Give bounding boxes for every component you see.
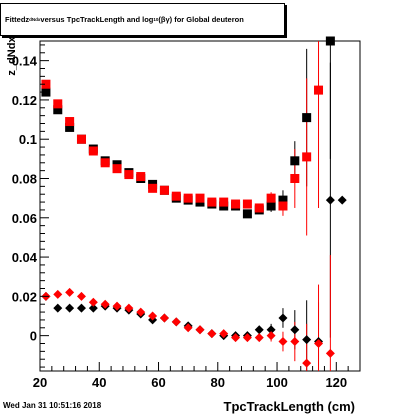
y-tick-label: 0.02 xyxy=(12,289,37,304)
data-point-square xyxy=(100,158,110,168)
data-point-square xyxy=(314,85,324,95)
data-point-square xyxy=(195,193,205,203)
data-point-square xyxy=(266,193,276,203)
data-point-diamond xyxy=(254,325,264,335)
data-point-diamond xyxy=(266,331,276,341)
data-point-square xyxy=(41,79,51,89)
data-point-diamond xyxy=(254,333,264,343)
data-point-square xyxy=(88,146,98,156)
data-point-diamond xyxy=(302,335,312,345)
data-point-square xyxy=(41,87,51,97)
y-tick-label: 0.06 xyxy=(12,211,37,226)
y-tick-label: 0.1 xyxy=(19,132,37,147)
data-point-square xyxy=(325,36,335,46)
y-tick-label: 0.12 xyxy=(12,93,37,108)
data-point-square xyxy=(53,99,63,109)
x-tick-label: 120 xyxy=(325,375,347,390)
title-part1: Fitted xyxy=(5,15,26,24)
title-z-sub: dNdx xyxy=(29,17,41,22)
x-tick-label: 20 xyxy=(33,375,47,390)
data-point-square xyxy=(136,172,146,182)
data-point-diamond xyxy=(53,303,63,313)
y-axis-label: z_dNdx xyxy=(6,36,18,76)
x-axis-label: TpcTrackLength (cm) xyxy=(224,399,355,414)
data-point-diamond xyxy=(290,337,300,347)
data-point-square xyxy=(242,199,252,209)
data-point-diamond xyxy=(76,303,86,313)
data-point-square xyxy=(302,113,312,123)
data-point-square xyxy=(65,117,75,127)
date-stamp: Wed Jan 31 10:51:16 2018 xyxy=(3,401,102,410)
data-point-square xyxy=(290,156,300,166)
data-point-square xyxy=(231,199,241,209)
data-point-square xyxy=(112,164,122,174)
data-point-diamond xyxy=(314,339,324,348)
data-point-diamond xyxy=(337,195,347,205)
data-point-square xyxy=(278,201,288,211)
data-point-square xyxy=(171,191,181,201)
title-log-sub: 10 xyxy=(153,17,159,22)
data-point-diamond xyxy=(88,303,98,313)
data-point-diamond xyxy=(290,325,300,335)
data-point-diamond xyxy=(302,358,312,368)
data-point-diamond xyxy=(278,313,288,323)
plot-frame xyxy=(39,40,361,372)
data-point-diamond xyxy=(266,325,276,335)
data-point-diamond xyxy=(76,291,86,301)
data-point-diamond xyxy=(65,303,75,313)
y-tick-label: 0.04 xyxy=(12,250,38,265)
title-part2: versus TpcTrackLength and log xyxy=(40,15,154,24)
y-tick-label: 0.08 xyxy=(12,172,37,187)
markers-layer xyxy=(41,36,347,368)
data-point-square xyxy=(183,193,193,203)
data-point-square xyxy=(266,201,276,211)
x-tick-label: 100 xyxy=(266,375,288,390)
data-point-diamond xyxy=(278,337,288,347)
data-point-diamond xyxy=(219,329,229,339)
data-point-diamond xyxy=(207,329,217,339)
data-point-diamond xyxy=(325,195,335,205)
data-point-square xyxy=(207,197,217,207)
data-point-diamond xyxy=(183,323,193,333)
data-point-diamond xyxy=(148,311,158,321)
data-point-square xyxy=(254,203,264,213)
data-point-square xyxy=(219,197,229,207)
data-point-diamond xyxy=(65,287,75,297)
data-point-square xyxy=(242,209,252,219)
axes-layer: 20 40 60 80 100 120 0 0.02 0.04 0.06 0.08 0.1 0.12 0.… xyxy=(12,44,361,390)
data-point-square xyxy=(290,174,300,183)
data-point-diamond xyxy=(195,325,205,335)
data-point-square xyxy=(53,105,63,115)
data-point-square xyxy=(124,170,134,180)
data-point-square xyxy=(159,185,169,195)
x-tick-label: 60 xyxy=(151,375,165,390)
data-point-square xyxy=(302,152,312,162)
data-point-diamond xyxy=(124,303,134,313)
data-point-square xyxy=(65,122,75,132)
title-part3: (βγ) for Global deuteron xyxy=(158,15,244,24)
data-point-diamond xyxy=(100,299,110,309)
title-z: z xyxy=(25,15,30,24)
data-point-diamond xyxy=(88,297,98,307)
chart-title: Fitted z dNdx versus TpcTrackLength and l… xyxy=(0,3,285,36)
data-point-diamond xyxy=(242,333,252,343)
y-tick-label: 0 xyxy=(30,329,37,344)
data-point-diamond xyxy=(112,301,122,311)
data-point-diamond xyxy=(325,348,335,358)
data-point-square xyxy=(148,183,158,193)
x-tick-label: 80 xyxy=(211,375,225,390)
y-tick-label: 0.14 xyxy=(12,54,38,69)
data-point-square xyxy=(76,134,86,144)
data-point-diamond xyxy=(53,289,63,299)
data-point-square xyxy=(278,195,288,205)
data-point-diamond xyxy=(171,317,181,327)
data-point-diamond xyxy=(159,313,169,323)
x-tick-label: 40 xyxy=(92,375,106,390)
data-point-diamond xyxy=(231,333,241,343)
data-point-diamond xyxy=(136,307,146,317)
